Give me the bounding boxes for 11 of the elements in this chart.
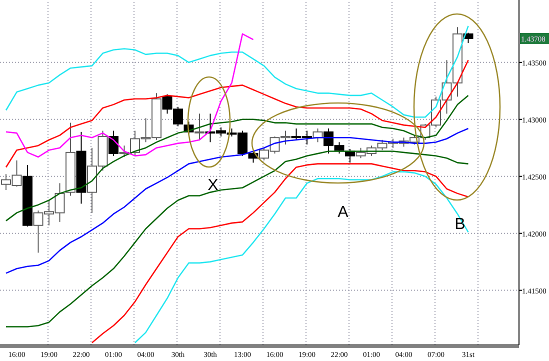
line-series bbox=[5, 128, 469, 274]
candlestick bbox=[194, 113, 204, 140]
line-series bbox=[5, 59, 469, 168]
annotation: B bbox=[454, 216, 466, 233]
candlestick bbox=[108, 130, 118, 156]
annotation: A bbox=[338, 204, 349, 221]
line-series bbox=[134, 171, 469, 344]
annotation: X bbox=[208, 177, 219, 194]
line-series bbox=[5, 25, 469, 118]
line-series bbox=[5, 33, 254, 158]
line-series bbox=[91, 163, 469, 344]
